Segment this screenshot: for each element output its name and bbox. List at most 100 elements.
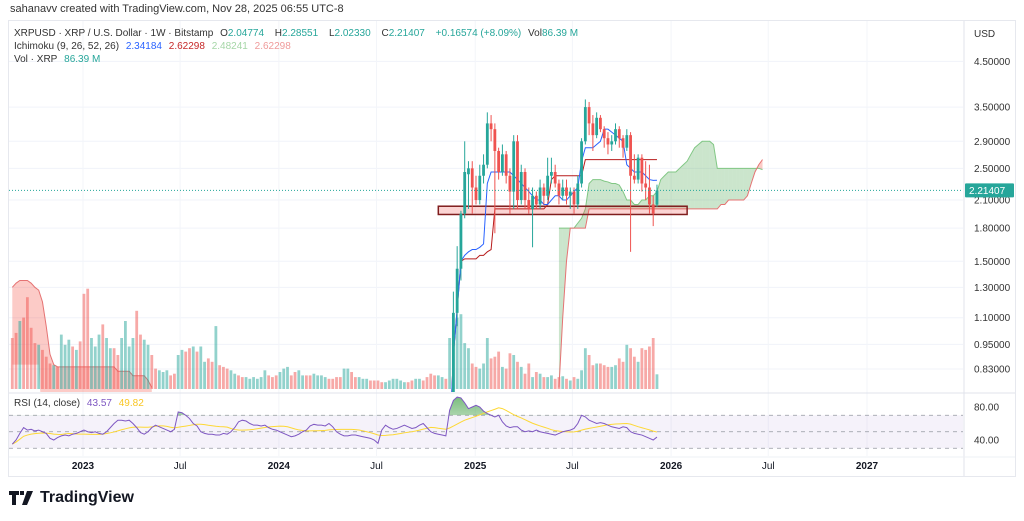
ichimoku-cloud-bullish xyxy=(694,144,699,209)
candle-up xyxy=(512,141,516,192)
ichimoku-cloud-bullish xyxy=(607,181,612,209)
volume-bar xyxy=(421,380,425,389)
low-label: L xyxy=(328,28,335,39)
time-tick-label: Jul xyxy=(370,461,383,472)
volume-bar xyxy=(29,327,33,389)
ichimoku-cloud-bullish xyxy=(596,179,601,209)
volume-bar xyxy=(210,361,214,389)
candle-up xyxy=(655,190,659,205)
time-tick-label: Jul xyxy=(566,461,579,472)
volume-bar xyxy=(474,366,478,389)
tradingview-logo[interactable]: TradingView xyxy=(9,489,134,507)
volume-bar xyxy=(316,375,320,389)
volume-bar xyxy=(346,368,350,389)
close-label: C xyxy=(381,28,389,39)
open-label: O xyxy=(220,28,228,39)
volume-bar xyxy=(180,349,184,389)
price-pane xyxy=(10,99,763,392)
volume-bar xyxy=(150,355,154,389)
span-a-value: 2.48241 xyxy=(211,41,248,52)
volume-bar xyxy=(391,378,395,389)
volume-bar xyxy=(632,356,636,389)
volume-bar xyxy=(651,338,655,389)
candle-up xyxy=(478,175,482,201)
volume-bar xyxy=(206,358,210,389)
volume-bar xyxy=(59,334,63,389)
volume-bar xyxy=(599,363,602,389)
volume-bar xyxy=(406,382,410,389)
volume-bar xyxy=(14,332,18,389)
span-b-value: 2.62298 xyxy=(254,41,291,52)
volume-bar xyxy=(508,353,512,389)
ichimoku-cloud-bullish xyxy=(615,183,620,209)
volume-bar xyxy=(519,366,523,389)
candle-up xyxy=(550,172,553,176)
price-tick-label: 2.50000 xyxy=(974,164,1011,175)
candle-down xyxy=(632,175,636,180)
volume-bar xyxy=(97,334,101,389)
volume-bar xyxy=(222,366,225,389)
volume-bar xyxy=(135,310,139,389)
volume-bar xyxy=(357,377,361,389)
volume-bar xyxy=(493,356,497,389)
ichimoku-cloud-bullish xyxy=(732,168,737,201)
currency-label[interactable]: USD xyxy=(974,29,996,40)
rsi-title[interactable]: RSI (14, close) xyxy=(14,398,81,409)
ichimoku-cloud-bullish xyxy=(683,161,688,209)
symbol-title[interactable]: XRPUSD · XRP / U.S. Dollar · 1W · Bitsta… xyxy=(14,28,214,39)
open-value: 2.04774 xyxy=(227,28,265,39)
volume-bar xyxy=(131,338,135,389)
volume-bar xyxy=(512,355,516,389)
volume-bar xyxy=(157,370,161,389)
low-value: 2.02330 xyxy=(334,28,371,39)
candle-up xyxy=(614,129,617,142)
volume-bar xyxy=(282,368,286,389)
volume-bar xyxy=(74,349,78,389)
candle-up xyxy=(580,141,583,184)
ichimoku-cloud-bullish xyxy=(739,168,744,201)
candle-down xyxy=(497,150,501,172)
candle-up xyxy=(459,213,463,269)
price-tick-label: 2.90000 xyxy=(974,137,1011,148)
ichimoku-cloud-bullish xyxy=(717,168,722,209)
candle-down xyxy=(602,129,606,139)
candle-up xyxy=(636,157,640,180)
change-value: +0.16574 (+8.09%) xyxy=(435,28,522,39)
volume-title[interactable]: Vol · XRP xyxy=(14,54,58,65)
candle-down xyxy=(489,123,493,130)
price-tick-label: 1.30000 xyxy=(974,283,1011,294)
candle-up xyxy=(568,191,572,196)
volume-bar xyxy=(583,348,587,389)
candle-down xyxy=(640,157,644,184)
volume-bar xyxy=(485,338,489,389)
chart-frame xyxy=(8,20,1016,477)
volume-bar xyxy=(470,363,474,389)
volume-bar xyxy=(546,377,550,389)
volume-bar xyxy=(90,338,93,389)
price-tick-label: 1.10000 xyxy=(974,313,1011,324)
attribution-text: sahanavv created with TradingView.com, N… xyxy=(10,3,344,15)
price-tick-label: 0.83000 xyxy=(974,365,1011,376)
last-price-label: 2.21407 xyxy=(969,186,1006,197)
volume-bar xyxy=(399,380,403,389)
last-price-badge xyxy=(965,183,1014,198)
volume-bar xyxy=(414,378,418,389)
candle-up xyxy=(546,175,550,196)
ichimoku-cloud-bullish xyxy=(736,168,740,201)
volume-bar xyxy=(621,361,625,389)
volume-bar xyxy=(267,375,271,389)
ichimoku-cloud-bullish xyxy=(562,228,567,318)
candle-down xyxy=(508,175,512,192)
volume-bar xyxy=(572,377,576,389)
candle-down xyxy=(621,138,625,148)
volume-bar xyxy=(173,373,176,389)
volume-bar xyxy=(146,344,150,389)
price-tick-label: 1.50000 xyxy=(974,257,1011,268)
volume-bar xyxy=(610,366,614,389)
ichimoku-title[interactable]: Ichimoku (9, 26, 52, 26) xyxy=(14,41,120,52)
volume-bar xyxy=(429,373,433,389)
volume-bar xyxy=(44,356,48,389)
candle-down xyxy=(591,123,595,136)
time-tick-label: 2026 xyxy=(660,461,683,472)
